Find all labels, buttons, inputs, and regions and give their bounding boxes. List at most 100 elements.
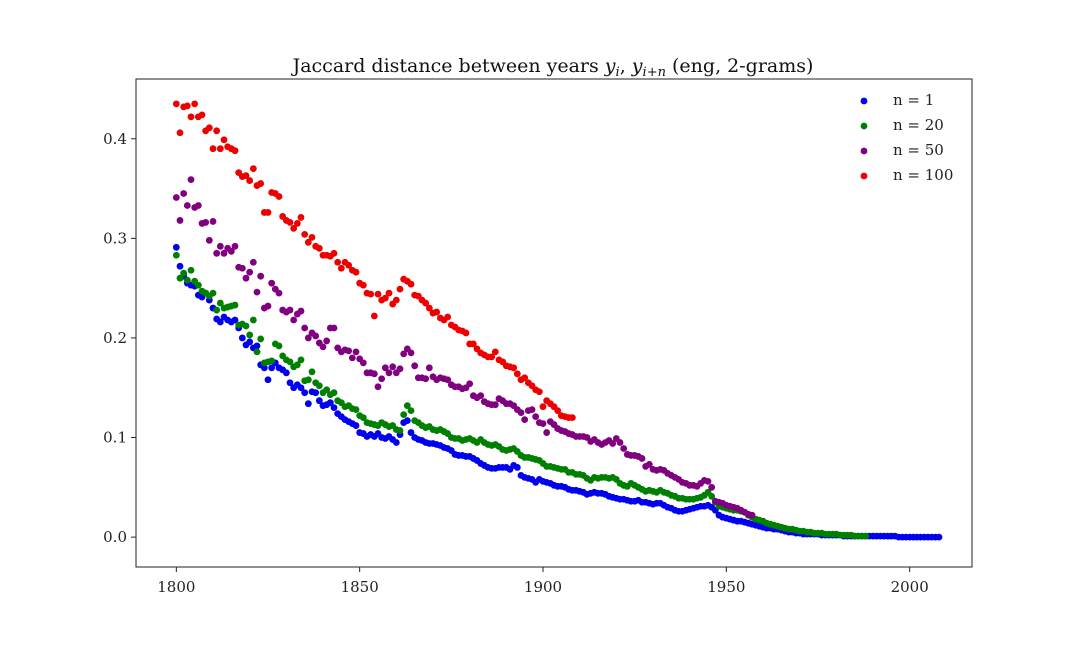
series-3-point-1887 bbox=[491, 401, 499, 409]
series-3-point-1921 bbox=[616, 439, 624, 446]
chart-title-var: y bbox=[604, 55, 616, 77]
series-3-point-1862 bbox=[400, 350, 408, 358]
series-4-point-1812 bbox=[216, 145, 224, 153]
chart-title-prefix: Jaccard distance between years bbox=[291, 55, 605, 77]
chart-title: Jaccard distance between years yi, yi+n … bbox=[291, 55, 814, 80]
x-tick-label-1950: 1950 bbox=[707, 578, 745, 596]
y-axis: 0.0 0.1 0.2 0.3 0.4 bbox=[103, 130, 136, 546]
series-4-point-1899 bbox=[535, 388, 543, 396]
series-3-point-1927 bbox=[638, 455, 646, 462]
x-tick-label-1850: 1850 bbox=[341, 578, 379, 596]
series-1 bbox=[172, 243, 943, 541]
series-4 bbox=[172, 100, 576, 422]
series-4-point-1861 bbox=[396, 285, 404, 293]
x-axis: 1800 1850 1900 1950 2000 bbox=[157, 567, 929, 596]
series-2-point-1946 bbox=[708, 492, 716, 500]
series-4-point-1836 bbox=[304, 238, 312, 246]
series-3-point-1808 bbox=[202, 219, 210, 226]
series-2-point-1841 bbox=[323, 386, 331, 394]
y-tick-label-2: 0.2 bbox=[103, 329, 127, 347]
series-3-point-1813 bbox=[220, 249, 228, 257]
series-4-point-1832 bbox=[290, 224, 298, 232]
series-3-point-1820 bbox=[246, 268, 254, 276]
series-3-point-1857 bbox=[381, 364, 389, 372]
series-4-point-1800 bbox=[172, 100, 180, 108]
series-3-point-1809 bbox=[205, 236, 213, 244]
series-2-point-1803 bbox=[183, 276, 191, 284]
series-2-point-1864 bbox=[407, 407, 415, 415]
series-4-point-1825 bbox=[264, 209, 272, 216]
series-4-point-1828 bbox=[275, 193, 283, 200]
series-3-point-1802 bbox=[180, 190, 188, 197]
chart-title-sep: , bbox=[620, 55, 632, 77]
series-4-point-1892 bbox=[510, 364, 518, 372]
series-3-point-1815 bbox=[227, 247, 235, 255]
series-2-point-1826 bbox=[268, 357, 276, 365]
y-tick-label-3: 0.3 bbox=[103, 229, 127, 247]
series-2-point-1810 bbox=[209, 289, 217, 297]
series-3-point-1957 bbox=[748, 511, 756, 519]
series-3-point-1810 bbox=[209, 218, 217, 225]
series-3-point-1894 bbox=[517, 409, 525, 417]
series-4-point-1908 bbox=[568, 414, 576, 422]
series-3-point-1836 bbox=[304, 334, 312, 342]
series-4-point-1837 bbox=[308, 233, 316, 241]
series-2-point-1828 bbox=[275, 342, 283, 350]
series-4-point-1849 bbox=[352, 268, 360, 276]
series-4-point-1904 bbox=[554, 407, 562, 415]
series-3-point-1861 bbox=[396, 365, 404, 373]
chart-title-sub2: i+n bbox=[643, 65, 666, 80]
series-2-point-1800 bbox=[172, 251, 180, 259]
series-3-point-1811 bbox=[213, 249, 221, 257]
series-4-point-1819 bbox=[242, 172, 250, 180]
series-3-point-1898 bbox=[532, 413, 540, 421]
series-4-point-1900 bbox=[539, 403, 547, 411]
series-2-point-1836 bbox=[304, 376, 312, 384]
series-1-point-1863 bbox=[403, 417, 411, 424]
series-4-point-1860 bbox=[392, 296, 400, 304]
series-4-point-1858 bbox=[385, 289, 393, 297]
series-3-point-1883 bbox=[477, 392, 485, 400]
series-4-point-1893 bbox=[513, 370, 521, 378]
series-3-point-1812 bbox=[216, 242, 224, 250]
series-3-point-1849 bbox=[352, 348, 360, 356]
series-3-point-1929 bbox=[645, 461, 653, 468]
x-tick-label-2000: 2000 bbox=[891, 578, 929, 596]
legend-marker-1 bbox=[860, 97, 868, 105]
series-4-point-1813 bbox=[220, 136, 228, 144]
series-3-point-1831 bbox=[286, 306, 294, 314]
series-1-point-1842 bbox=[326, 399, 334, 407]
series-2-point-1863 bbox=[403, 402, 411, 410]
series-2-point-1833 bbox=[293, 361, 301, 369]
series-4-point-1821 bbox=[249, 165, 257, 173]
series-1-point-1849 bbox=[352, 422, 360, 429]
series-2-point-1802 bbox=[180, 269, 188, 277]
series-2-point-1806 bbox=[194, 281, 202, 289]
series-3-point-1868 bbox=[422, 375, 430, 383]
series-1-point-1824 bbox=[260, 364, 268, 372]
series-4-point-1831 bbox=[286, 219, 294, 226]
series-1-point-1843 bbox=[330, 404, 338, 412]
series-3-point-1821 bbox=[249, 258, 257, 266]
series-2-point-1816 bbox=[231, 301, 239, 309]
legend-label-3: n = 50 bbox=[893, 141, 944, 159]
series-1-point-1864 bbox=[407, 429, 415, 436]
series-4-point-1855 bbox=[374, 290, 382, 298]
series-4-point-1816 bbox=[231, 147, 239, 155]
series-3-point-1828 bbox=[275, 289, 283, 297]
series-1-point-1834 bbox=[297, 384, 305, 392]
series-3-point-1946 bbox=[708, 483, 716, 491]
series-2-point-1837 bbox=[308, 368, 316, 376]
series-1-point-1830 bbox=[282, 369, 290, 377]
series-2 bbox=[172, 251, 870, 540]
series-1-point-1820 bbox=[246, 338, 254, 346]
series-4-point-1834 bbox=[297, 214, 305, 221]
series-3-point-1945 bbox=[704, 477, 712, 485]
series-2-point-1804 bbox=[187, 266, 195, 274]
series-3-point-1806 bbox=[194, 202, 202, 209]
series-4-point-1886 bbox=[488, 353, 496, 361]
series-3-point-1819 bbox=[242, 274, 250, 282]
series-1-point-1822 bbox=[253, 342, 261, 350]
series-2-point-1820 bbox=[246, 331, 254, 339]
